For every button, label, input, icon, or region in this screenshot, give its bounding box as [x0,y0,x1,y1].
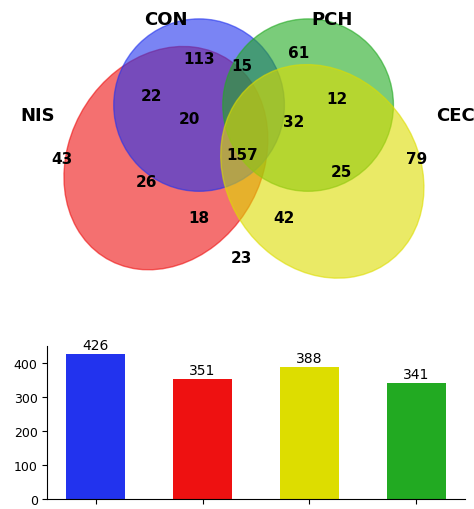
Text: NIS: NIS [20,107,55,125]
Text: 18: 18 [189,211,210,226]
Text: 351: 351 [190,364,216,378]
Text: 12: 12 [326,92,347,107]
Bar [387,383,446,499]
Ellipse shape [221,66,424,278]
Text: 15: 15 [231,59,252,74]
Bar [173,380,232,499]
Text: CEC: CEC [436,107,474,125]
Text: 42: 42 [273,211,295,226]
Text: 25: 25 [330,164,352,180]
Text: 79: 79 [407,151,428,166]
Text: 157: 157 [226,148,257,163]
Text: 23: 23 [231,250,253,266]
Text: 20: 20 [179,111,201,127]
Text: 22: 22 [141,89,163,103]
Text: 32: 32 [283,115,305,130]
Text: 113: 113 [183,52,215,67]
Ellipse shape [114,20,284,192]
Text: 426: 426 [82,338,109,352]
Text: PCH: PCH [311,11,353,29]
Bar [66,354,125,499]
Text: 388: 388 [296,351,323,365]
Ellipse shape [223,20,393,192]
Text: 61: 61 [288,45,309,61]
Ellipse shape [64,47,268,270]
Bar [280,367,339,499]
Text: 341: 341 [403,367,429,381]
Text: 43: 43 [51,151,72,166]
Text: CON: CON [144,11,188,29]
Text: 26: 26 [136,175,158,189]
